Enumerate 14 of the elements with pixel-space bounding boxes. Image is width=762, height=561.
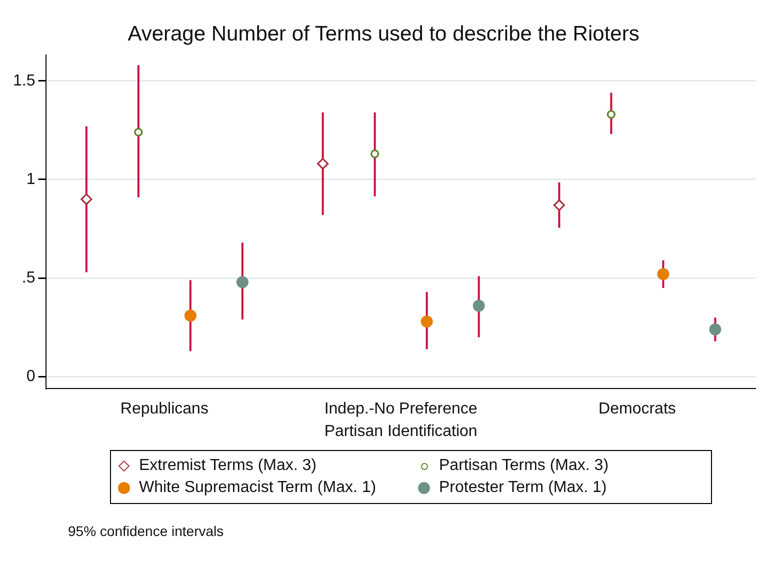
x-tick-label: Democrats <box>598 400 676 418</box>
x-tick-label: Indep.-No Preference <box>324 400 478 418</box>
y-tick-label: .5 <box>22 270 36 287</box>
legend-label: Extremist Terms (Max. 3) <box>139 457 316 475</box>
x-tick-label: Republicans <box>120 400 208 418</box>
chart-title: Average Number of Terms used to describe the Rioters <box>128 22 640 46</box>
legend-label: Partisan Terms (Max. 3) <box>439 457 609 475</box>
y-tick-label: 1 <box>26 170 36 188</box>
y-tick-label: 1.5 <box>12 72 36 90</box>
y-tick-label: 0 <box>26 368 36 386</box>
text: 95% confidence intervals <box>68 523 224 539</box>
legend-label: White Supremacist Term (Max. 1) <box>139 479 376 497</box>
legend-label: Protester Term (Max. 1) <box>439 479 607 497</box>
x-axis-title: Partisan Identification <box>324 422 478 440</box>
